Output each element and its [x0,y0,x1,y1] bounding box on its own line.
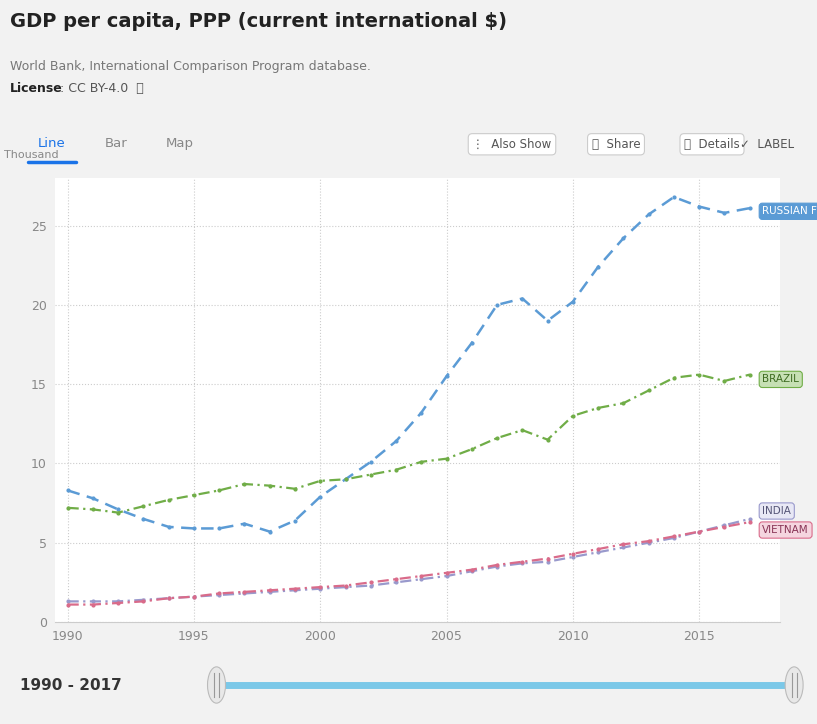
Text: ⓘ  Details: ⓘ Details [684,138,740,151]
Text: INDIA: INDIA [762,506,791,516]
Text: : CC BY-4.0  ⓘ: : CC BY-4.0 ⓘ [56,82,144,95]
Ellipse shape [785,667,803,703]
Ellipse shape [208,667,225,703]
Text: VIETNAM: VIETNAM [762,525,809,535]
Text: Bar: Bar [105,137,127,150]
Text: BRAZIL: BRAZIL [762,374,799,384]
Text:   Share:  Share [592,138,641,151]
Text: Line: Line [38,137,66,150]
Text: World Bank, International Comparison Program database.: World Bank, International Comparison Pro… [10,60,371,73]
Text: ✓  LABEL: ✓ LABEL [740,138,794,151]
Text: 1990 - 2017: 1990 - 2017 [20,678,123,692]
Text: Thousand: Thousand [4,151,59,160]
Text: RUSSIAN FEDERATION: RUSSIAN FEDERATION [762,206,817,216]
Text: GDP per capita, PPP (current international $): GDP per capita, PPP (current internation… [10,12,507,31]
Text: License: License [10,82,63,95]
Text: ⋮  Also Show: ⋮ Also Show [472,138,551,151]
Text: Map: Map [166,137,194,150]
